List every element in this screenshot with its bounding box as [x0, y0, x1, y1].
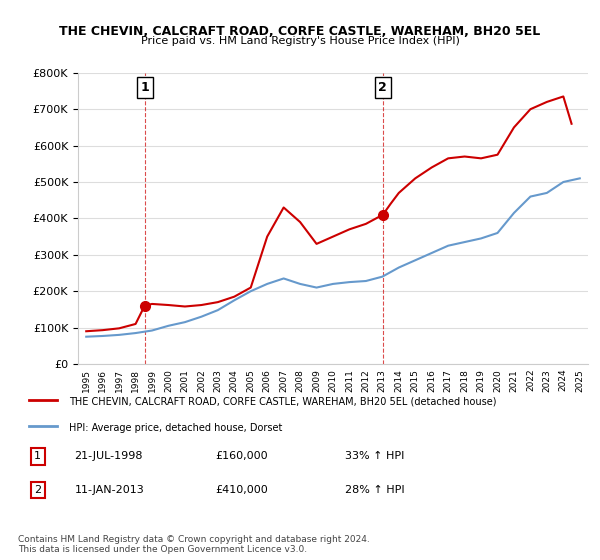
Text: £410,000: £410,000 — [215, 485, 268, 495]
Text: HPI: Average price, detached house, Dorset: HPI: Average price, detached house, Dors… — [69, 423, 282, 433]
Text: Price paid vs. HM Land Registry's House Price Index (HPI): Price paid vs. HM Land Registry's House … — [140, 36, 460, 46]
Text: 21-JUL-1998: 21-JUL-1998 — [74, 451, 143, 461]
Text: 28% ↑ HPI: 28% ↑ HPI — [345, 485, 405, 495]
Text: THE CHEVIN, CALCRAFT ROAD, CORFE CASTLE, WAREHAM, BH20 5EL (detached house): THE CHEVIN, CALCRAFT ROAD, CORFE CASTLE,… — [69, 396, 496, 407]
Text: 1: 1 — [140, 81, 149, 94]
Text: 33% ↑ HPI: 33% ↑ HPI — [345, 451, 404, 461]
Text: Contains HM Land Registry data © Crown copyright and database right 2024.
This d: Contains HM Land Registry data © Crown c… — [18, 535, 370, 554]
Text: 11-JAN-2013: 11-JAN-2013 — [74, 485, 144, 495]
Text: 1: 1 — [34, 451, 41, 461]
Text: 2: 2 — [34, 485, 41, 495]
Text: 2: 2 — [379, 81, 387, 94]
Text: £160,000: £160,000 — [215, 451, 268, 461]
Text: THE CHEVIN, CALCRAFT ROAD, CORFE CASTLE, WAREHAM, BH20 5EL: THE CHEVIN, CALCRAFT ROAD, CORFE CASTLE,… — [59, 25, 541, 38]
